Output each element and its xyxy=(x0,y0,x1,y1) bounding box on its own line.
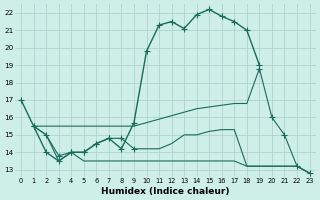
X-axis label: Humidex (Indice chaleur): Humidex (Indice chaleur) xyxy=(101,187,229,196)
